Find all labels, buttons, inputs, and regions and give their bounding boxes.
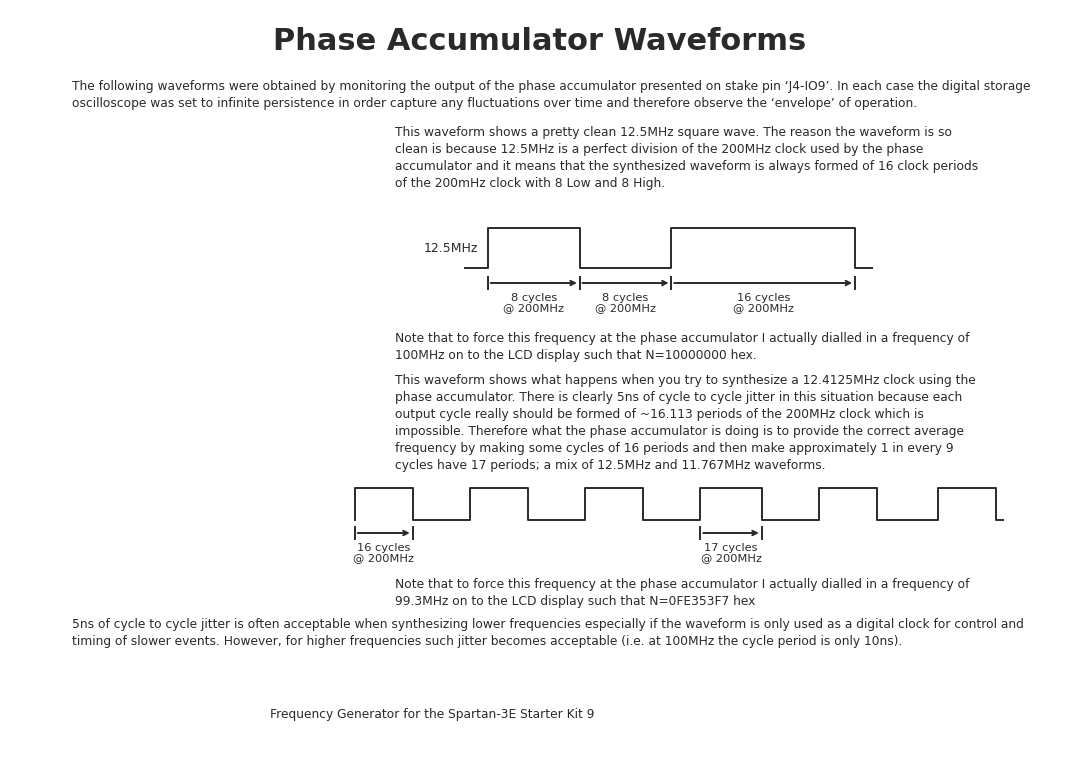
Text: @ 200MHz: @ 200MHz xyxy=(595,303,656,313)
Text: 17 cycles: 17 cycles xyxy=(704,543,758,553)
Text: 12.5MHz: 12.5MHz xyxy=(423,242,478,255)
Text: @ 200MHz: @ 200MHz xyxy=(503,303,565,313)
Text: 8 cycles: 8 cycles xyxy=(603,293,649,303)
Text: 16 cycles: 16 cycles xyxy=(357,543,410,553)
Text: This waveform shows what happens when you try to synthesize a 12.4125MHz clock u: This waveform shows what happens when yo… xyxy=(395,374,975,472)
Text: 5ns of cycle to cycle jitter is often acceptable when synthesizing lower frequen: 5ns of cycle to cycle jitter is often ac… xyxy=(72,618,1024,648)
Text: @ 200MHz: @ 200MHz xyxy=(353,553,415,563)
Text: @ 200MHz: @ 200MHz xyxy=(732,303,794,313)
Text: @ 200MHz: @ 200MHz xyxy=(701,553,761,563)
Text: This waveform shows a pretty clean 12.5MHz square wave. The reason the waveform : This waveform shows a pretty clean 12.5M… xyxy=(395,126,978,190)
Text: Note that to force this frequency at the phase accumulator I actually dialled in: Note that to force this frequency at the… xyxy=(395,332,970,362)
Text: Note that to force this frequency at the phase accumulator I actually dialled in: Note that to force this frequency at the… xyxy=(395,578,970,608)
Text: 8 cycles: 8 cycles xyxy=(511,293,557,303)
Text: 16 cycles: 16 cycles xyxy=(737,293,789,303)
Text: Phase Accumulator Waveforms: Phase Accumulator Waveforms xyxy=(273,27,807,56)
Text: The following waveforms were obtained by monitoring the output of the phase accu: The following waveforms were obtained by… xyxy=(72,80,1030,110)
Text: Frequency Generator for the Spartan-3E Starter Kit 9: Frequency Generator for the Spartan-3E S… xyxy=(270,708,594,721)
